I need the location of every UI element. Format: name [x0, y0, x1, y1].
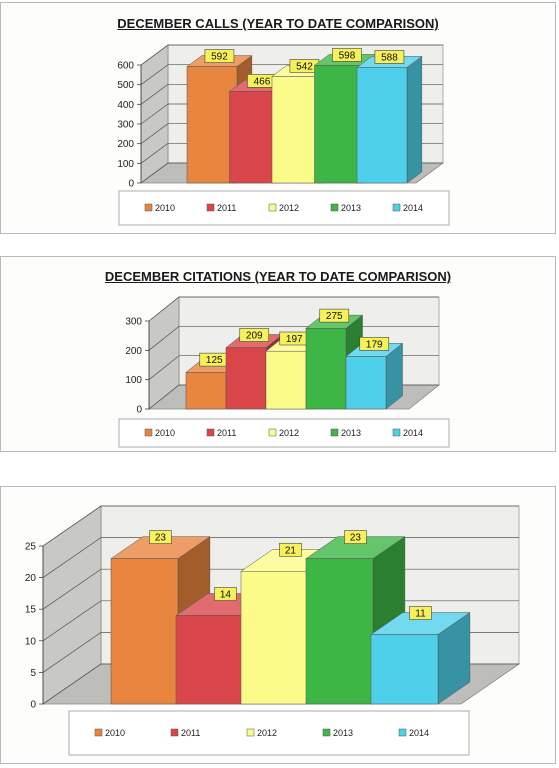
citations-bar-2014	[345, 342, 404, 410]
citations-legend-label-2013: 2013	[341, 428, 361, 438]
calls-chart-panel: DECEMBER CALLS (YEAR TO DATE COMPARISON)…	[0, 2, 556, 234]
citations-value-label: 197	[286, 334, 303, 345]
citations-legend-label-2010: 2010	[155, 428, 175, 438]
arrests-y-tick-label: 20	[25, 573, 37, 584]
calls-y-tick-label: 500	[117, 80, 134, 91]
citations-value-label-box	[239, 328, 270, 342]
calls-legend-swatch-2010	[144, 203, 153, 212]
calls-value-label-box	[332, 48, 362, 62]
calls-legend-label-2013: 2013	[341, 203, 361, 213]
arrests-y-tick-label: 15	[25, 605, 37, 616]
arrests-legend-swatch-2010	[94, 728, 103, 737]
citations-value-label-box	[319, 308, 350, 323]
arrests-chart: 0 5 10 15 20 25 23 14 21 23 11 2010 2011 2012 2013 2014	[25, 505, 521, 756]
calls-y-tick-label: 100	[117, 159, 134, 170]
arrests-value-label: 23	[155, 533, 167, 544]
arrests-legend-label-2011: 2011	[181, 728, 200, 738]
citations-value-label-box	[359, 336, 390, 351]
calls-legend-swatch-2012	[268, 203, 277, 212]
calls-value-label: 592	[211, 52, 228, 63]
arrests-chart-panel: DECEMBER ARRESTS (YEAR TO DATE COMPARISO…	[0, 486, 556, 764]
citations-legend-swatch-2011	[206, 428, 215, 437]
arrests-legend-swatch-2011	[170, 728, 179, 737]
citations-value-label: 179	[366, 339, 383, 350]
calls-gridline	[140, 44, 443, 66]
calls-y-tick-label: 600	[117, 61, 134, 72]
calls-legend-swatch-2014	[392, 203, 401, 212]
arrests-legend-label-2014: 2014	[409, 728, 429, 738]
citations-legend-label-2014: 2014	[403, 428, 423, 438]
arrests-value-label: 23	[350, 533, 362, 544]
calls-chart-title: DECEMBER CALLS (YEAR TO DATE COMPARISON)	[117, 16, 439, 31]
arrests-value-label-box	[409, 606, 432, 620]
arrests-legend-swatch-2012	[246, 728, 255, 737]
calls-y-tick-label: 300	[117, 120, 134, 131]
arrests-legend-swatch-2014	[398, 728, 407, 737]
calls-legend-label-2010: 2010	[155, 203, 175, 213]
calls-value-label: 466	[254, 76, 271, 87]
citations-gridline	[148, 296, 439, 322]
calls-y-tick-label: 400	[117, 100, 134, 111]
arrests-gridline	[42, 505, 519, 547]
citations-legend-label-2012: 2012	[279, 428, 299, 438]
calls-y-tick-label: 200	[117, 139, 134, 150]
calls-bar-2014	[356, 55, 423, 184]
arrests-y-tick-label: 5	[30, 668, 36, 679]
arrests-value-label: 11	[415, 608, 426, 619]
calls-value-label-box	[204, 49, 235, 63]
arrests-value-label-box	[344, 530, 367, 544]
calls-legend-label-2012: 2012	[279, 203, 299, 213]
citations-y-tick-label: 100	[125, 375, 142, 386]
citations-y-tick-label: 0	[136, 405, 142, 416]
arrests-legend-swatch-2013	[322, 728, 331, 737]
arrests-y-tick-label: 25	[25, 542, 37, 553]
citations-value-label: 125	[206, 355, 223, 366]
arrests-bar-2014	[370, 612, 471, 705]
citations-value-label: 275	[326, 311, 343, 322]
calls-legend-label-2014: 2014	[403, 203, 423, 213]
calls-legend-swatch-2011	[206, 203, 215, 212]
calls-value-label: 542	[296, 61, 313, 72]
calls-chart: 0 100 200 300 400 500 600 592 466 542 598 588 2010 20…	[117, 44, 450, 226]
calls-value-label: 598	[339, 50, 356, 61]
arrests-legend-label-2012: 2012	[257, 728, 277, 738]
citations-chart-title: DECEMBER CITATIONS (YEAR TO DATE COMPARI…	[104, 269, 452, 284]
arrests-value-label-box	[214, 587, 237, 601]
citations-y-tick-label: 200	[125, 346, 142, 357]
arrests-value-label-box	[149, 530, 172, 544]
citations-legend-swatch-2014	[392, 428, 401, 437]
arrests-value-label-box	[279, 542, 302, 557]
arrests-value-label: 21	[285, 545, 297, 556]
arrests-legend-label-2010: 2010	[105, 728, 125, 738]
citations-y-tick-label: 300	[125, 317, 142, 328]
citations-legend-swatch-2013	[330, 428, 339, 437]
arrests-value-label: 14	[220, 590, 232, 601]
calls-value-label-box	[374, 50, 405, 64]
citations-legend-label-2011: 2011	[217, 428, 236, 438]
citations-legend-swatch-2010	[144, 428, 153, 437]
citations-chart-panel: DECEMBER CITATIONS (YEAR TO DATE COMPARI…	[0, 256, 556, 452]
calls-legend-swatch-2013	[330, 203, 339, 212]
citations-chart: 0 100 200 300 125 209 197 275 179 2010 2011 2012 201…	[118, 296, 450, 448]
arrests-y-tick-label: 0	[30, 700, 36, 711]
calls-legend-label-2011: 2011	[217, 203, 236, 213]
calls-y-tick-label: 0	[128, 179, 134, 190]
citations-legend-swatch-2012	[268, 428, 277, 437]
citations-value-label: 209	[246, 330, 263, 341]
arrests-legend-label-2013: 2013	[333, 728, 353, 738]
calls-value-label: 588	[381, 52, 398, 63]
arrests-y-tick-label: 10	[25, 636, 37, 647]
